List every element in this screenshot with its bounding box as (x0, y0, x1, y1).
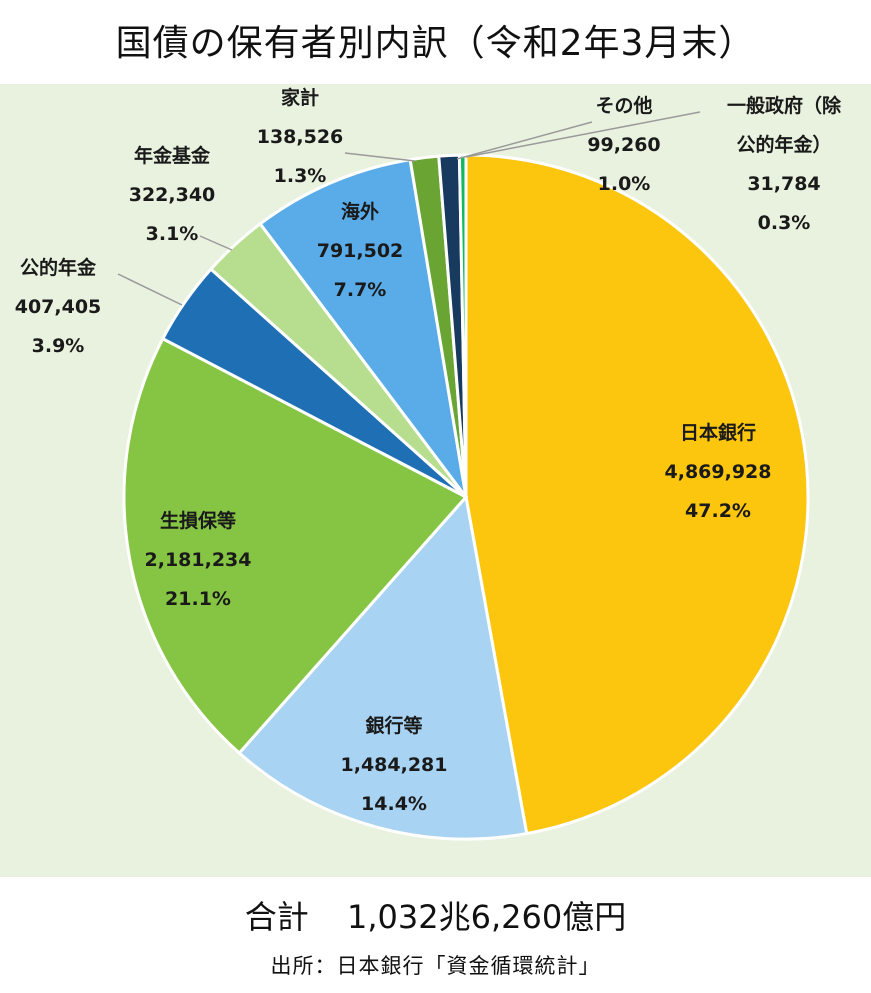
slice-value: 99,260 (587, 134, 660, 156)
slice-percent: 3.9% (32, 335, 85, 357)
slice-name: 日本銀行 (680, 421, 756, 444)
leader-line (199, 235, 233, 251)
slice-name: 生損保等 (160, 509, 236, 532)
total-line: 合計 1,032兆6,260億円 (0, 892, 871, 938)
total-value: 1,032兆6,260億円 (346, 898, 627, 936)
slice-label: 生損保等 2,181,234 21.1% (145, 509, 252, 610)
total-label: 合計 (244, 898, 309, 936)
slice-percent: 7.7% (334, 279, 387, 301)
slice-percent: 21.1% (165, 588, 231, 610)
slice-value: 2,181,234 (145, 549, 252, 571)
slice-name: 海外 (341, 200, 379, 223)
slice-name: 銀行等 (365, 714, 422, 737)
slice-name: 一般政府（除 (727, 94, 842, 117)
slice-label: その他 99,260 1.0% (587, 94, 660, 195)
slice-name: 年金基金 (134, 144, 211, 167)
slice-value: 1,484,281 (341, 754, 448, 776)
slice-label: 年金基金 322,340 3.1% (129, 144, 216, 245)
slice-label: 家計 138,526 1.3% (257, 86, 344, 187)
slice-value: 322,340 (129, 184, 216, 206)
slice-name: 公的年金 (20, 256, 97, 279)
pie-slice (237, 493, 529, 841)
slice-label: 海外 791,502 7.7% (317, 200, 404, 301)
slice-value: 31,784 (747, 173, 820, 195)
leader-line (344, 152, 416, 162)
slice-name: 家計 (281, 86, 319, 109)
slice-name: 公的年金） (736, 133, 831, 156)
slice-percent: 47.2% (685, 500, 751, 522)
slice-percent: 3.1% (146, 223, 199, 245)
slice-name: その他 (595, 94, 652, 117)
slice-label: 公的年金 407,405 3.9% (15, 256, 102, 357)
leader-line (117, 273, 183, 306)
pie-slice (258, 157, 468, 498)
pie-slice (457, 153, 468, 498)
slice-label: 日本銀行 4,869,928 47.2% (665, 421, 772, 522)
slice-label: 銀行等 1,484,281 14.4% (341, 714, 448, 815)
slice-value: 791,502 (317, 240, 404, 262)
leader-line (465, 111, 701, 158)
chart-title: 国債の保有者別内訳（令和2年3月末） (115, 23, 756, 64)
pie-slice (464, 153, 810, 836)
slice-value: 407,405 (15, 296, 102, 318)
slice-percent: 1.3% (274, 165, 327, 187)
pie-slice (122, 336, 469, 756)
slice-label: 一般政府（除公的年金） 31,784 0.3% (727, 94, 842, 234)
source-note: 出所：日本銀行「資金循環統計」 (270, 954, 601, 978)
slice-value: 4,869,928 (665, 461, 772, 483)
slice-percent: 1.0% (598, 173, 651, 195)
leader-line (456, 121, 593, 160)
pie-chart: 日本銀行 4,869,928 47.2% 銀行等 1,484,281 14.4% 生損保等 2… (15, 86, 842, 841)
slice-value: 138,526 (257, 126, 344, 148)
slice-percent: 14.4% (361, 793, 427, 815)
slice-percent: 0.3% (758, 212, 811, 234)
